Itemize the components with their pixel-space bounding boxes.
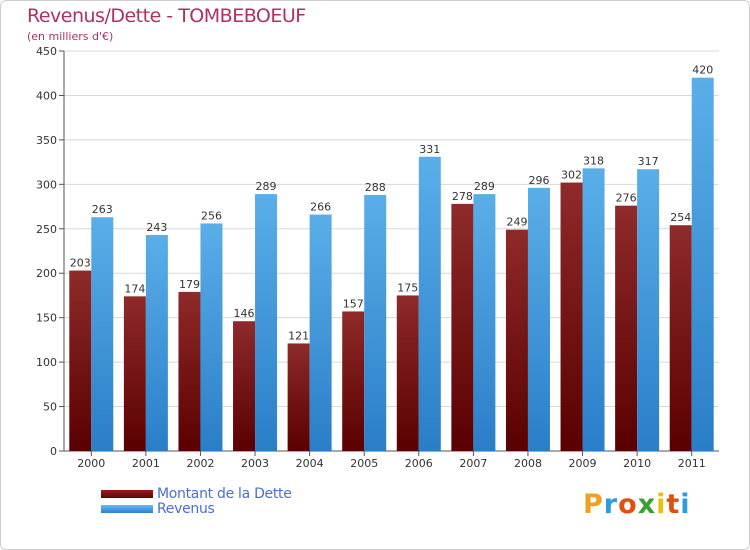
y-tick-label-300: 300 — [36, 178, 57, 191]
data-label-dette-2005: 157 — [343, 297, 364, 310]
x-tick-label-2005: 2005 — [350, 457, 378, 470]
data-label-revenus-2010: 317 — [638, 155, 659, 168]
x-tick-label-2010: 2010 — [623, 457, 651, 470]
data-label-revenus-2000: 263 — [92, 203, 113, 216]
x-tick-label-2003: 2003 — [241, 457, 269, 470]
legend-label-dette: Montant de la Dette — [157, 486, 292, 502]
y-tick-label-400: 400 — [36, 89, 57, 102]
data-label-dette-2011: 254 — [670, 211, 691, 224]
bar-dette-2004 — [287, 343, 310, 451]
data-label-dette-2008: 249 — [506, 216, 527, 229]
data-label-revenus-2009: 318 — [583, 154, 604, 167]
x-tick-label-2009: 2009 — [569, 457, 597, 470]
x-tick-label-2002: 2002 — [186, 457, 214, 470]
bar-dette-2001 — [123, 296, 146, 451]
bar-dette-2005 — [342, 311, 365, 451]
data-label-revenus-2005: 288 — [365, 181, 386, 194]
bar-revenus-2011 — [691, 77, 714, 452]
data-label-revenus-2002: 256 — [201, 209, 222, 222]
proxiti-logo: Proxiti — [583, 489, 691, 520]
data-label-revenus-2011: 420 — [692, 64, 713, 77]
y-tick-label-350: 350 — [36, 134, 57, 147]
chart-subtitle: (en milliers d'€) — [27, 30, 114, 43]
bar-dette-2003 — [233, 321, 256, 451]
bar-revenus-2001 — [145, 235, 168, 451]
bar-revenus-2004 — [309, 214, 332, 451]
data-label-dette-2006: 175 — [397, 281, 418, 294]
bar-revenus-2008 — [527, 187, 550, 451]
legend-swatch-revenus — [101, 505, 153, 513]
data-label-dette-2001: 174 — [124, 282, 145, 295]
data-label-revenus-2007: 289 — [474, 180, 495, 193]
y-tick-label-50: 50 — [43, 401, 57, 414]
bar-dette-2006 — [396, 295, 419, 451]
bar-dette-2000 — [69, 270, 92, 451]
x-tick-label-2001: 2001 — [132, 457, 160, 470]
chart-title: Revenus/Dette - TOMBEBOEUF — [27, 5, 306, 27]
data-label-revenus-2003: 289 — [256, 180, 277, 193]
bar-dette-2010 — [615, 205, 638, 451]
logo-letter: t — [666, 489, 681, 520]
x-tick-label-2000: 2000 — [77, 457, 105, 470]
x-tick-label-2006: 2006 — [405, 457, 433, 470]
data-label-dette-2010: 276 — [616, 192, 637, 205]
data-label-dette-2007: 278 — [452, 190, 473, 203]
logo-letter: o — [618, 489, 638, 520]
y-tick-label-150: 150 — [36, 312, 57, 325]
bar-dette-2007 — [451, 203, 474, 451]
x-tick-label-2004: 2004 — [296, 457, 324, 470]
bar-dette-2011 — [669, 225, 692, 451]
bar-dette-2008 — [505, 229, 528, 451]
legend-swatch-dette — [101, 490, 153, 498]
data-label-dette-2002: 179 — [179, 278, 200, 291]
y-tick-label-0: 0 — [50, 445, 57, 458]
data-label-revenus-2004: 266 — [310, 201, 331, 214]
bar-revenus-2006 — [418, 156, 441, 451]
bar-revenus-2002 — [200, 223, 223, 451]
bar-revenus-2000 — [91, 217, 114, 451]
bar-revenus-2010 — [637, 169, 660, 451]
logo-letter: P — [583, 489, 604, 520]
logo-letter: x — [637, 489, 657, 520]
y-tick-label-200: 200 — [36, 267, 57, 280]
x-tick-label-2007: 2007 — [459, 457, 487, 470]
data-label-dette-2004: 121 — [288, 329, 309, 342]
bar-revenus-2005 — [364, 195, 387, 451]
data-label-dette-2000: 203 — [70, 257, 91, 270]
data-label-revenus-2001: 243 — [146, 221, 167, 234]
data-label-dette-2009: 302 — [561, 169, 582, 182]
logo-letter: i — [680, 489, 691, 520]
logo-letter: r — [603, 489, 619, 520]
legend-label-revenus: Revenus — [157, 501, 215, 517]
data-label-dette-2003: 146 — [234, 307, 255, 320]
data-label-revenus-2006: 331 — [419, 143, 440, 156]
bar-revenus-2009 — [582, 168, 605, 452]
data-label-revenus-2008: 296 — [528, 174, 549, 187]
bar-revenus-2003 — [255, 194, 278, 451]
x-tick-label-2011: 2011 — [678, 457, 706, 470]
bar-dette-2002 — [178, 291, 201, 451]
y-tick-label-250: 250 — [36, 223, 57, 236]
x-tick-label-2008: 2008 — [514, 457, 542, 470]
y-tick-label-100: 100 — [36, 356, 57, 369]
bar-dette-2009 — [560, 182, 583, 452]
logo-letter: i — [656, 489, 667, 520]
bar-revenus-2007 — [473, 194, 496, 451]
y-tick-label-450: 450 — [36, 45, 57, 58]
